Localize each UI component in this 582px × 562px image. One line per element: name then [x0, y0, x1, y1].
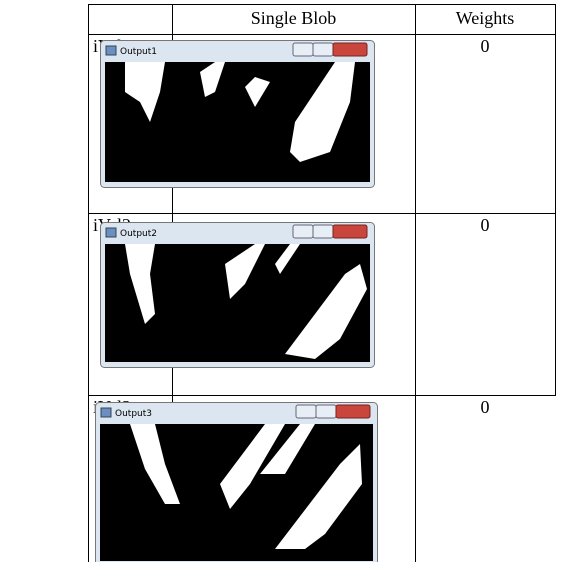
- header-cell: Single Blob: [172, 8, 415, 29]
- border: [555, 4, 556, 396]
- close-button: [333, 225, 367, 238]
- close-button: [336, 405, 370, 418]
- window-screenshot: Output1: [100, 40, 375, 188]
- title-icon: [101, 408, 111, 417]
- window-screenshot: Output2: [100, 222, 375, 368]
- max-button: [313, 43, 333, 56]
- min-button: [293, 43, 313, 56]
- image: [105, 62, 370, 182]
- window-title: Output3: [115, 409, 152, 419]
- window-title: Output1: [120, 47, 157, 57]
- weight: 0: [415, 397, 555, 418]
- header-cell: Weights: [415, 8, 555, 29]
- window-title: Output2: [120, 229, 157, 239]
- image: [105, 244, 370, 362]
- window-screenshot: Output3: [95, 402, 378, 562]
- min-button: [293, 225, 313, 238]
- border: [88, 4, 89, 562]
- weight: 0: [415, 215, 555, 236]
- title-icon: [106, 46, 116, 55]
- border: [88, 4, 555, 5]
- max-button: [313, 225, 333, 238]
- image: [100, 424, 373, 561]
- border: [88, 213, 555, 214]
- title-icon: [106, 228, 116, 237]
- min-button: [296, 405, 316, 418]
- page: Single Blob Weights iVal10Output1iVal20O…: [0, 0, 582, 562]
- close-button: [333, 43, 367, 56]
- max-button: [316, 405, 336, 418]
- border: [88, 395, 555, 396]
- border: [415, 4, 416, 562]
- weight: 0: [415, 36, 555, 57]
- border: [88, 34, 555, 35]
